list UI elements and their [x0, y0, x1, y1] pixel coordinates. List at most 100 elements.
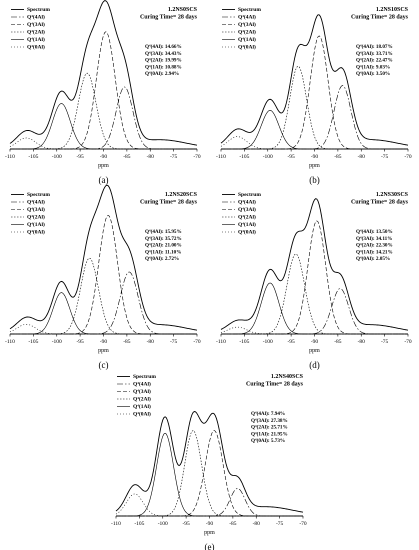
component-curve-5	[115, 493, 303, 517]
x-tick-label: -95	[287, 339, 295, 345]
x-tick-label: -110	[5, 339, 15, 345]
legend-item: Q⁴(1Al)	[27, 36, 45, 43]
legend-item: Q⁴(2Al)	[27, 29, 45, 36]
x-tick-label: -70	[404, 339, 412, 345]
quantification-line: Q⁴(3Al): 27.38%	[251, 417, 288, 424]
x-tick-label: -80	[358, 339, 366, 345]
x-tick-label: -80	[147, 339, 155, 345]
component-curve-5	[220, 326, 408, 335]
x-tick-label: -70	[299, 521, 307, 527]
panel-label: (e)	[205, 542, 215, 550]
panel-d: -110 -105 -100 -95 -90 -85 -80 -75 -70 ppm (d) Spec…	[216, 192, 412, 370]
x-tick-label: -75	[170, 154, 178, 160]
legend-item: Q⁴(2Al)	[133, 396, 151, 403]
quantification-line: Q⁴(3Al): 33.71%	[356, 50, 393, 57]
legend-item: Q⁴(0Al)	[27, 44, 45, 51]
legend-item: Q⁴(4Al)	[238, 199, 256, 206]
panel-b: -110 -105 -100 -95 -90 -85 -80 -75 -70 ppm (b) Spec…	[216, 7, 412, 185]
sample-title: 1.2NS10SCS	[376, 7, 409, 13]
quantification-line: Q⁴(4Al): 7.94%	[251, 410, 285, 417]
quantification-line: Q⁴(4Al): 15.95%	[145, 228, 182, 235]
spectrum-curve	[9, 0, 198, 146]
x-tick-label: -95	[76, 339, 84, 345]
spectrum-curve	[220, 14, 409, 146]
panel-e: -110 -105 -100 -95 -90 -85 -80 -75 -70 ppm (e) Spec…	[111, 374, 307, 550]
quantification-line: Q⁴(2Al): 25.71%	[251, 424, 288, 431]
legend-item: Q⁴(0Al)	[238, 229, 256, 236]
x-tick-label: -95	[287, 154, 295, 160]
x-tick-label: -70	[193, 339, 201, 345]
x-tick-label: -110	[216, 339, 226, 345]
x-tick-label: -105	[239, 154, 249, 160]
legend-item: Q⁴(2Al)	[238, 29, 256, 36]
legend-item: Q⁴(4Al)	[238, 14, 256, 21]
x-tick-label: -110	[5, 154, 15, 160]
legend-item: Q⁴(3Al)	[27, 21, 45, 28]
sample-title: 1.2NS30SCS	[376, 192, 409, 198]
sample-title: 1.2NS40SCS	[271, 374, 304, 380]
legend-item: Q⁴(1Al)	[238, 221, 256, 228]
panel-label: (b)	[309, 175, 320, 185]
x-tick-label: -75	[170, 339, 178, 345]
x-tick-label: -75	[276, 521, 284, 527]
panel-c: -110 -105 -100 -95 -90 -85 -80 -75 -70 ppm (c) Spec…	[5, 184, 201, 370]
component-curve-3	[10, 257, 197, 335]
panel-a: -110 -105 -100 -95 -90 -85 -80 -75 -70 ppm (a) Spec…	[5, 0, 201, 185]
x-axis-label: ppm	[98, 163, 109, 169]
panel-label: (a)	[99, 175, 109, 185]
x-axis-label: ppm	[204, 530, 215, 536]
x-tick-label: -90	[206, 521, 214, 527]
x-tick-label: -85	[334, 339, 342, 345]
quantification-line: Q⁴(1Al): 14.21%	[356, 248, 393, 255]
legend-item: Q⁴(3Al)	[238, 206, 256, 213]
component-curve-3	[10, 72, 197, 150]
component-curve-1	[221, 288, 408, 335]
x-tick-label: -105	[134, 521, 144, 527]
quantification-line: Q⁴(4Al): 14.66%	[145, 43, 182, 50]
x-tick-label: -100	[52, 154, 62, 160]
component-curve-3	[221, 253, 408, 335]
quantification-line: Q⁴(4Al): 13.50%	[356, 228, 393, 235]
curing-time-label: Curing Time= 28 days	[351, 200, 409, 206]
x-tick-label: -80	[358, 154, 366, 160]
x-tick-label: -90	[100, 339, 108, 345]
x-tick-label: -105	[28, 154, 38, 160]
panel-label: (d)	[309, 360, 320, 370]
component-curve-3	[221, 65, 408, 150]
quantification-line: Q⁴(2Al): 22.47%	[356, 57, 393, 64]
x-tick-label: -100	[52, 339, 62, 345]
legend-item: Q⁴(3Al)	[238, 21, 256, 28]
component-curve-4	[221, 110, 408, 150]
legend-item: Q⁴(1Al)	[27, 221, 45, 228]
x-axis-label: ppm	[309, 163, 320, 169]
spectrum-curve	[220, 198, 409, 331]
x-tick-label: -85	[123, 154, 131, 160]
x-tick-label: -90	[100, 154, 108, 160]
component-curve-1	[10, 86, 197, 150]
legend-item: Q⁴(3Al)	[133, 388, 151, 395]
quantification-line: Q⁴(1Al): 10.88%	[145, 63, 182, 70]
x-tick-label: -100	[158, 521, 168, 527]
panel-label: (c)	[99, 360, 109, 370]
legend-item: Q⁴(0Al)	[238, 44, 256, 51]
quantification-line: Q⁴(3Al): 34.11%	[356, 235, 392, 242]
legend-item: Q⁴(2Al)	[27, 214, 45, 221]
x-tick-label: -110	[111, 521, 121, 527]
x-tick-label: -75	[381, 339, 389, 345]
x-tick-label: -85	[123, 339, 131, 345]
x-tick-label: -80	[253, 521, 261, 527]
legend-item: Spectrum	[133, 374, 156, 380]
component-curve-5	[220, 136, 408, 150]
x-tick-label: -80	[147, 154, 155, 160]
component-curve-1	[221, 85, 408, 150]
x-tick-label: -100	[263, 154, 273, 160]
quantification-line: Q⁴(3Al): 35.72%	[145, 235, 182, 242]
x-tick-label: -70	[404, 154, 412, 160]
quantification-line: Q⁴(1Al): 11.10%	[145, 248, 181, 255]
quantification-line: Q⁴(3Al): 34.43%	[145, 50, 182, 57]
quantification-line: Q⁴(2Al): 21.00%	[145, 242, 182, 249]
component-curve-4	[10, 103, 197, 150]
legend-item: Q⁴(4Al)	[133, 381, 151, 388]
legend-item: Q⁴(4Al)	[27, 14, 45, 21]
quantification-line: Q⁴(0Al): 2.94%	[145, 70, 179, 77]
